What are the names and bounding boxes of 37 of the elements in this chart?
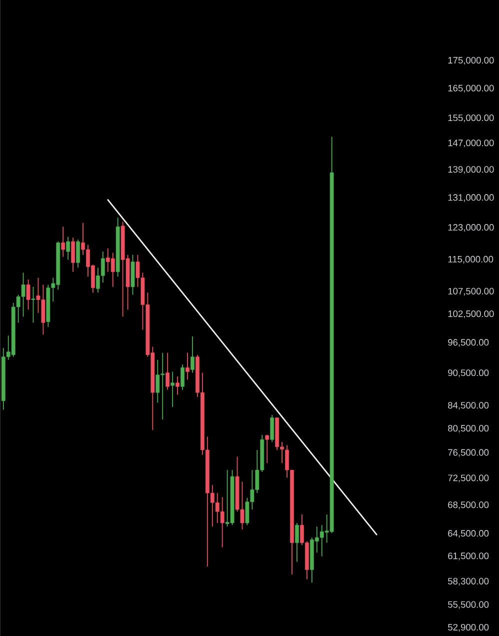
y-tick-label: 123,000.00 bbox=[448, 224, 494, 232]
y-tick-label: 76,500.00 bbox=[448, 449, 489, 457]
y-tick-label: 96,500.00 bbox=[448, 339, 489, 347]
y-tick-label: 80,500.00 bbox=[448, 424, 489, 433]
candlestick bbox=[186, 352, 190, 380]
y-tick-label: 147,000.00 bbox=[448, 140, 494, 148]
candlestick bbox=[190, 336, 194, 374]
y-tick-label: 155,000.00 bbox=[448, 114, 494, 122]
y-tick-label: 175,000.00 bbox=[448, 56, 494, 65]
candlestick bbox=[61, 226, 65, 258]
y-tick-label: 165,000.00 bbox=[448, 84, 494, 93]
y-tick-label: 52,900.00 bbox=[448, 624, 489, 632]
candlestick bbox=[26, 279, 30, 310]
candlestick bbox=[71, 237, 75, 272]
y-tick-label: 58,300.00 bbox=[448, 578, 489, 586]
candlestick bbox=[294, 522, 299, 562]
y-tick-label: 61,500.00 bbox=[448, 552, 489, 560]
candlestick bbox=[176, 376, 180, 396]
candlestick bbox=[180, 364, 184, 390]
y-tick-label: 131,000.00 bbox=[448, 194, 494, 202]
y-tick-label: 68,500.00 bbox=[448, 502, 489, 510]
candlestick bbox=[66, 236, 70, 260]
candlestick bbox=[270, 414, 274, 442]
candlestick bbox=[166, 352, 170, 390]
y-tick-label: 84,500.00 bbox=[448, 402, 489, 410]
candlestick bbox=[76, 239, 80, 268]
candlestick bbox=[170, 371, 174, 408]
y-tick-label: 72,500.00 bbox=[448, 474, 489, 482]
y-tick-label: 139,000.00 bbox=[448, 166, 494, 174]
y-tick-label: 90,500.00 bbox=[448, 369, 489, 378]
y-tick-label: 102,500.00 bbox=[448, 310, 494, 318]
candlestick bbox=[31, 286, 36, 324]
y-tick-label: 64,500.00 bbox=[448, 530, 489, 538]
y-tick-label: 107,500.00 bbox=[448, 288, 494, 296]
y-tick-label: 115,000.00 bbox=[448, 256, 494, 264]
y-tick-label: 55,500.00 bbox=[448, 601, 489, 609]
candlestick bbox=[265, 434, 270, 464]
